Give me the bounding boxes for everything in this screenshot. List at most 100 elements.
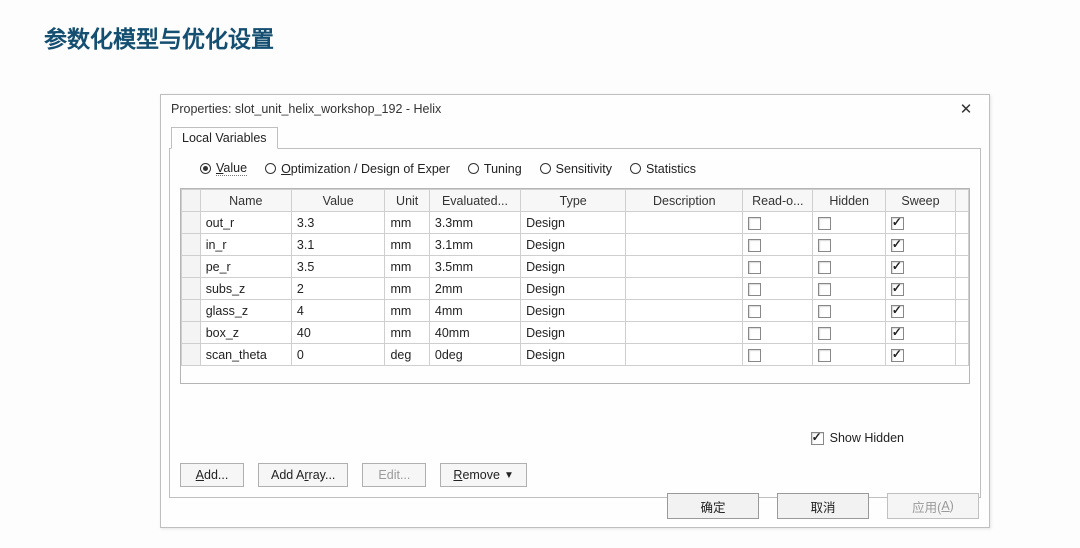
ok-button[interactable]: 确定 (667, 493, 759, 519)
cell[interactable]: mm (385, 234, 429, 256)
cell[interactable]: mm (385, 300, 429, 322)
cell[interactable] (626, 234, 743, 256)
cell[interactable]: box_z (200, 322, 291, 344)
cell[interactable] (626, 322, 743, 344)
hidden-checkbox[interactable] (818, 283, 831, 296)
radio-label: Tuning (484, 162, 522, 176)
column-header[interactable]: Evaluated... (429, 190, 520, 212)
checkbox-icon[interactable] (811, 432, 824, 445)
table-row[interactable]: out_r3.3mm3.3mmDesign (182, 212, 969, 234)
cell[interactable]: in_r (200, 234, 291, 256)
column-header[interactable]: Value (291, 190, 385, 212)
readonly-checkbox[interactable] (748, 305, 761, 318)
cell[interactable] (626, 278, 743, 300)
column-header[interactable]: Unit (385, 190, 429, 212)
sweep-checkbox[interactable] (891, 239, 904, 252)
cell[interactable]: 3.5 (291, 256, 385, 278)
cell[interactable]: 3.1mm (429, 234, 520, 256)
cell[interactable]: 4 (291, 300, 385, 322)
cell[interactable]: Design (521, 300, 626, 322)
cell[interactable]: 3.3 (291, 212, 385, 234)
cell[interactable]: mm (385, 322, 429, 344)
show-hidden-checkbox[interactable]: Show Hidden (811, 431, 904, 445)
hidden-checkbox[interactable] (818, 217, 831, 230)
readonly-checkbox[interactable] (748, 327, 761, 340)
table-row[interactable]: scan_theta0deg0degDesign (182, 344, 969, 366)
radio-icon (265, 163, 276, 174)
readonly-checkbox[interactable] (748, 261, 761, 274)
column-header[interactable]: Description (626, 190, 743, 212)
cell[interactable]: Design (521, 278, 626, 300)
tab-local-variables[interactable]: Local Variables (171, 127, 278, 149)
cell[interactable] (626, 344, 743, 366)
cell[interactable]: 3.5mm (429, 256, 520, 278)
cell[interactable]: mm (385, 256, 429, 278)
hidden-checkbox[interactable] (818, 305, 831, 318)
table-row[interactable]: pe_r3.5mm3.5mmDesign (182, 256, 969, 278)
cell[interactable] (626, 256, 743, 278)
radio-optimization-design-of-exper[interactable]: Optimization / Design of Exper (265, 162, 450, 176)
sweep-checkbox[interactable] (891, 217, 904, 230)
table-row[interactable]: glass_z4mm4mmDesign (182, 300, 969, 322)
cell[interactable]: mm (385, 212, 429, 234)
cell[interactable]: 2 (291, 278, 385, 300)
cell[interactable]: pe_r (200, 256, 291, 278)
radio-sensitivity[interactable]: Sensitivity (540, 162, 612, 176)
column-header[interactable]: Hidden (813, 190, 886, 212)
cell[interactable]: subs_z (200, 278, 291, 300)
hidden-checkbox[interactable] (818, 349, 831, 362)
table-row[interactable]: box_z40mm40mmDesign (182, 322, 969, 344)
radio-icon (468, 163, 479, 174)
cell[interactable]: glass_z (200, 300, 291, 322)
column-header[interactable]: Type (521, 190, 626, 212)
cell[interactable]: Design (521, 256, 626, 278)
add--button[interactable]: Add... (180, 463, 244, 487)
cell[interactable]: 3.3mm (429, 212, 520, 234)
column-header[interactable]: Sweep (885, 190, 955, 212)
readonly-checkbox[interactable] (748, 239, 761, 252)
sweep-checkbox[interactable] (891, 261, 904, 274)
sweep-checkbox[interactable] (891, 305, 904, 318)
table-row[interactable]: in_r3.1mm3.1mmDesign (182, 234, 969, 256)
hidden-checkbox[interactable] (818, 261, 831, 274)
radio-statistics[interactable]: Statistics (630, 162, 696, 176)
readonly-checkbox[interactable] (748, 349, 761, 362)
cell[interactable]: 2mm (429, 278, 520, 300)
radio-icon (200, 163, 211, 174)
readonly-checkbox[interactable] (748, 217, 761, 230)
cell[interactable]: Design (521, 344, 626, 366)
cell[interactable]: 4mm (429, 300, 520, 322)
remove-button[interactable]: Remove▼ (440, 463, 526, 487)
cell[interactable]: Design (521, 212, 626, 234)
cell[interactable]: mm (385, 278, 429, 300)
add-array--button[interactable]: Add Array... (258, 463, 348, 487)
cell[interactable]: 40 (291, 322, 385, 344)
sweep-checkbox[interactable] (891, 283, 904, 296)
show-hidden-label: Show Hidden (830, 431, 904, 445)
close-icon[interactable]: ✕ (949, 98, 983, 120)
cell[interactable]: deg (385, 344, 429, 366)
hidden-checkbox[interactable] (818, 327, 831, 340)
hidden-checkbox[interactable] (818, 239, 831, 252)
cell[interactable]: 0deg (429, 344, 520, 366)
column-header[interactable]: Read-o... (743, 190, 813, 212)
column-header[interactable]: Name (200, 190, 291, 212)
readonly-checkbox[interactable] (748, 283, 761, 296)
cell[interactable]: 40mm (429, 322, 520, 344)
cell[interactable] (626, 300, 743, 322)
sweep-checkbox[interactable] (891, 327, 904, 340)
table-row[interactable]: subs_z2mm2mmDesign (182, 278, 969, 300)
cell[interactable]: Design (521, 234, 626, 256)
radio-value[interactable]: Value (200, 161, 247, 176)
dialog-button-row: 确定取消应用(A) (667, 493, 979, 519)
radio-tuning[interactable]: Tuning (468, 162, 522, 176)
cell[interactable]: scan_theta (200, 344, 291, 366)
variables-grid[interactable]: NameValueUnitEvaluated...TypeDescription… (180, 188, 970, 384)
sweep-checkbox[interactable] (891, 349, 904, 362)
cell[interactable]: Design (521, 322, 626, 344)
cell[interactable] (626, 212, 743, 234)
cell[interactable]: 3.1 (291, 234, 385, 256)
cell[interactable]: 0 (291, 344, 385, 366)
cancel-button[interactable]: 取消 (777, 493, 869, 519)
cell[interactable]: out_r (200, 212, 291, 234)
